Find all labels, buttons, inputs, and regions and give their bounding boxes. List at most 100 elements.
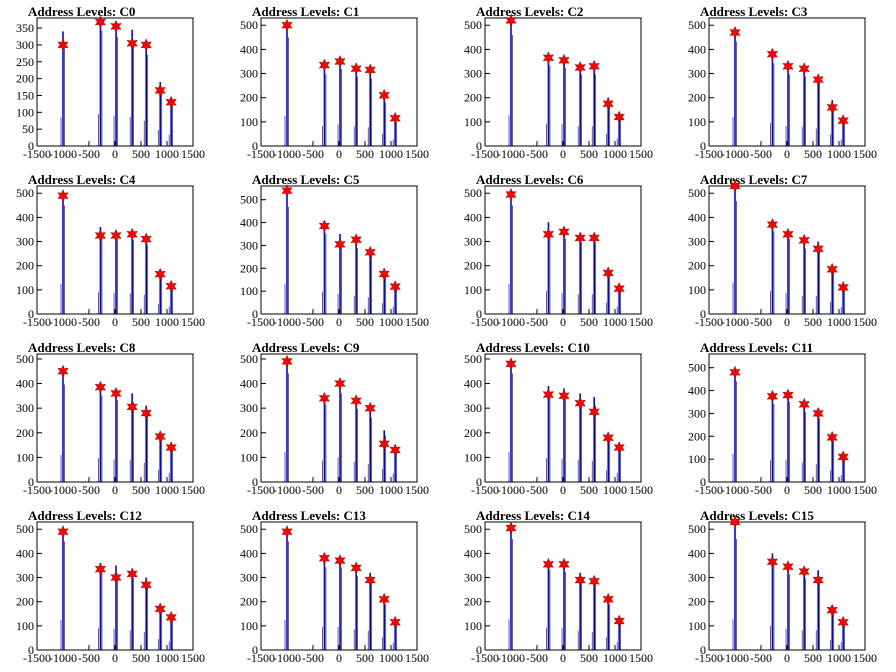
x-tick-label: 500 <box>580 651 598 665</box>
peak-marker <box>334 554 346 568</box>
x-tick-label: -1000 <box>497 483 525 497</box>
y-tick-label: 300 <box>16 401 34 415</box>
peak-marker <box>364 63 376 77</box>
peak-marker <box>378 437 390 451</box>
y-tick-label: 200 <box>240 91 258 105</box>
x-tick-label: -1500 <box>695 315 723 329</box>
x-tick-label: -500 <box>302 147 324 161</box>
y-tick-label: 400 <box>464 42 482 56</box>
peak-marker <box>812 73 824 87</box>
peak-marker <box>110 571 122 584</box>
chart-panel: Address Levels: C70100200300400500-1500-… <box>688 172 877 329</box>
y-tick-label: 400 <box>464 210 482 224</box>
y-tick-label: 500 <box>240 352 258 366</box>
plot-frame <box>260 521 418 651</box>
y-tick-label: 500 <box>16 186 34 200</box>
x-tick-label: 500 <box>804 147 822 161</box>
y-tick-label: 500 <box>16 522 34 536</box>
peak-marker <box>281 184 293 198</box>
peak-marker <box>110 229 122 242</box>
chart-title: Address Levels: C2 <box>476 4 583 19</box>
y-tick-label: 0 <box>476 307 482 321</box>
chart-title: Address Levels: C14 <box>476 508 590 523</box>
peak-marker <box>94 15 107 29</box>
y-tick-label: 300 <box>16 38 34 52</box>
chart-panel: Address Levels: C0 0 50 100 150 200 250 300 350 -… <box>16 4 205 161</box>
y-tick-label: 500 <box>688 18 706 32</box>
x-tick-label: 0 <box>336 315 342 329</box>
peak-marker <box>542 227 555 241</box>
x-tick-label: 0 <box>784 315 790 329</box>
x-tick-label: -1500 <box>471 483 499 497</box>
y-tick-label: 200 <box>464 595 482 609</box>
y-tick-label: 0 <box>700 307 706 321</box>
x-tick-label: -1000 <box>721 651 749 665</box>
peak-marker <box>154 430 166 443</box>
peak-marker <box>505 13 517 27</box>
chart-panel: Address Levels: C13 0 100 200 300 400 500 -1500… <box>240 508 429 665</box>
plot-frame <box>260 17 418 147</box>
x-tick-label: 1000 <box>379 147 403 161</box>
x-tick-label: 0 <box>784 147 790 161</box>
plot-frame <box>484 521 642 651</box>
y-tick-label: 100 <box>688 283 706 297</box>
chart-title: Address Levels: C4 <box>28 172 136 187</box>
x-tick-label: 0 <box>336 147 342 161</box>
y-tick-label: 400 <box>688 210 706 224</box>
y-tick-label: 0 <box>700 643 706 657</box>
chart-panel: Address Levels: C40100200300400500-1500-… <box>16 172 205 329</box>
peak-marker <box>558 557 570 571</box>
peak-marker <box>837 280 849 294</box>
chart-panel: Address Levels: C10100200300400500-1500-… <box>240 4 429 161</box>
y-tick-label: 500 <box>688 522 706 536</box>
x-tick-label: 0 <box>560 147 566 161</box>
y-tick-label: 500 <box>16 352 34 366</box>
x-tick-label: -1500 <box>695 147 723 161</box>
x-tick-label: -500 <box>302 315 324 329</box>
peak-marker <box>574 61 586 74</box>
peak-marker <box>826 603 838 617</box>
peak-marker <box>364 245 376 259</box>
y-tick-label: 400 <box>688 42 706 56</box>
y-tick-label: 200 <box>464 426 482 440</box>
y-tick-label: 100 <box>16 450 34 464</box>
peak-marker <box>837 615 849 629</box>
peak-marker <box>729 515 741 529</box>
peak-marker <box>558 53 570 67</box>
x-tick-label: 500 <box>580 315 598 329</box>
x-tick-label: 1500 <box>181 147 205 161</box>
chart-title: Address Levels: C12 <box>28 508 142 523</box>
chart-title: Address Levels: C13 <box>252 508 366 523</box>
y-tick-label: 0 <box>252 307 258 321</box>
peak-marker <box>140 578 152 592</box>
x-tick-label: 500 <box>804 315 822 329</box>
x-tick-label: 500 <box>132 651 150 665</box>
x-tick-label: 0 <box>336 483 342 497</box>
y-tick-label: 500 <box>240 522 258 536</box>
x-tick-label: 1000 <box>155 483 179 497</box>
peak-marker <box>318 58 331 72</box>
peak-marker <box>558 225 570 239</box>
y-tick-label: 0 <box>252 139 258 153</box>
chart-title: Address Levels: C0 <box>28 4 135 19</box>
peak-marker <box>505 188 517 201</box>
x-tick-label: 1500 <box>853 315 877 329</box>
chart-title: Address Levels: C10 <box>476 340 590 355</box>
peak-marker <box>613 110 625 124</box>
x-tick-label: 1500 <box>629 147 653 161</box>
y-tick-label: 200 <box>240 261 258 275</box>
x-tick-label: 0 <box>560 651 566 665</box>
peak-marker <box>766 389 779 403</box>
plot-frame <box>484 17 642 147</box>
x-tick-label: -500 <box>78 483 100 497</box>
y-tick-label: 200 <box>688 429 706 443</box>
x-tick-label: 0 <box>336 651 342 665</box>
y-tick-label: 100 <box>240 619 258 633</box>
y-tick-label: 500 <box>464 18 482 32</box>
x-tick-label: -1000 <box>49 651 77 665</box>
y-tick-label: 100 <box>16 619 34 633</box>
peak-marker <box>364 573 376 587</box>
peak-marker <box>281 525 293 539</box>
y-tick-label: 100 <box>240 115 258 129</box>
y-tick-label: 100 <box>464 619 482 633</box>
